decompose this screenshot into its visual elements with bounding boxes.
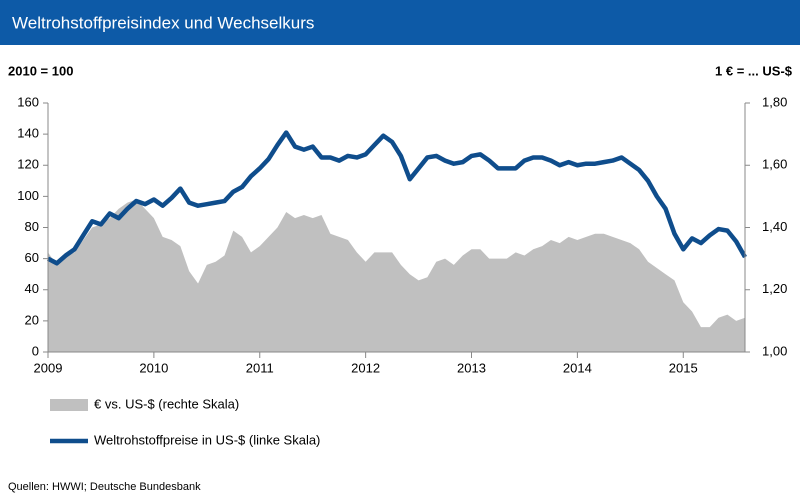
y-tick-label: 120 [17,157,39,172]
y2-tick-label: 1,00 [762,343,787,358]
x-tick-label: 2011 [246,360,274,375]
legend-label: € vs. US-$ (rechte Skala) [94,396,239,411]
x-tick-label: 2012 [351,360,380,375]
y-tick-label: 20 [25,312,39,327]
legend-label: Weltrohstoffpreise in US-$ (linke Skala) [94,432,320,447]
y-tick-label: 60 [25,250,39,265]
y2-tick-label: 1,80 [762,94,787,109]
x-tick-label: 2015 [669,360,698,375]
y-tick-label: 80 [25,219,39,234]
y-tick-label: 40 [25,281,39,296]
x-tick-label: 2013 [457,360,486,375]
right-axis-label: 1 € = ... US-$ [715,63,793,78]
line [46,130,747,266]
chart-title: Weltrohstoffpreisindex und Wechselkurs [12,13,314,32]
source: Quellen: HWWI; Deutsche Bundesbank [8,481,201,493]
title-bar [0,0,800,45]
y-tick-label: 160 [17,94,39,109]
y2-tick-label: 1,60 [762,157,787,172]
area [48,199,745,352]
left-axis-label: 2010 = 100 [8,63,73,78]
y2-tick-label: 1,20 [762,281,787,296]
x-tick-label: 2009 [34,360,63,375]
y-tick-label: 140 [17,126,39,141]
y-tick-label: 100 [17,188,39,203]
y2-tick-label: 1,40 [762,219,787,234]
x-tick-label: 2010 [139,360,168,375]
legend-swatch [50,399,88,411]
y-tick-label: 0 [32,343,39,358]
x-tick-label: 2014 [563,360,592,375]
